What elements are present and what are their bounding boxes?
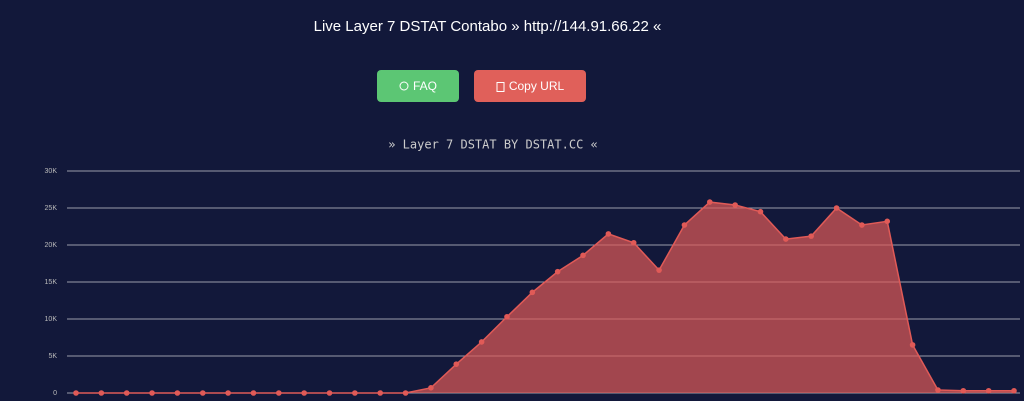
point (833, 205, 840, 211)
help-icon (399, 81, 409, 91)
point (453, 361, 460, 367)
point (276, 390, 282, 396)
point (985, 387, 992, 394)
point (174, 390, 181, 396)
point (73, 390, 79, 396)
point (352, 390, 358, 396)
point (783, 236, 789, 242)
point (504, 313, 510, 320)
point (630, 239, 637, 246)
point (199, 390, 206, 396)
page-title: Live Layer 7 DSTAT Contabo » http://144.… (313, 18, 662, 35)
point (250, 390, 257, 396)
point (478, 339, 485, 345)
point (1011, 387, 1017, 394)
clipboard-icon (496, 81, 505, 92)
point (681, 222, 688, 228)
point (960, 387, 967, 394)
y-tick-label: 0 (53, 390, 57, 397)
point (605, 231, 612, 237)
point (757, 208, 764, 215)
point (656, 267, 662, 273)
point (884, 218, 891, 225)
point (428, 385, 434, 391)
faq-button[interactable]: FAQ (377, 70, 459, 102)
y-tick-label: 5K (48, 353, 57, 360)
point (706, 199, 713, 205)
point (580, 252, 586, 259)
y-tick-label: 10K (45, 316, 58, 323)
point (808, 233, 814, 239)
y-tick-label: 25K (45, 205, 58, 212)
chart-title: » Layer 7 DSTAT BY DSTAT.CC « (388, 138, 598, 152)
point (98, 390, 105, 396)
point (377, 390, 384, 396)
area (76, 202, 1014, 393)
point (529, 289, 536, 296)
point (554, 268, 561, 275)
point (123, 390, 130, 396)
point (402, 390, 409, 396)
point (301, 390, 307, 396)
line (76, 201, 1014, 394)
point (149, 390, 155, 396)
point (225, 390, 231, 396)
faq-label: FAQ (412, 79, 437, 93)
copy-url-button[interactable]: Copy URL (474, 70, 586, 102)
y-tick-label: 20K (45, 242, 58, 249)
point (909, 342, 916, 348)
y-tick-label: 15K (45, 279, 58, 286)
point (935, 387, 941, 393)
copy-url-label: Copy URL (508, 79, 565, 93)
point (326, 390, 333, 396)
point (732, 202, 738, 208)
point (859, 222, 865, 228)
y-tick-label: 30K (45, 168, 58, 175)
